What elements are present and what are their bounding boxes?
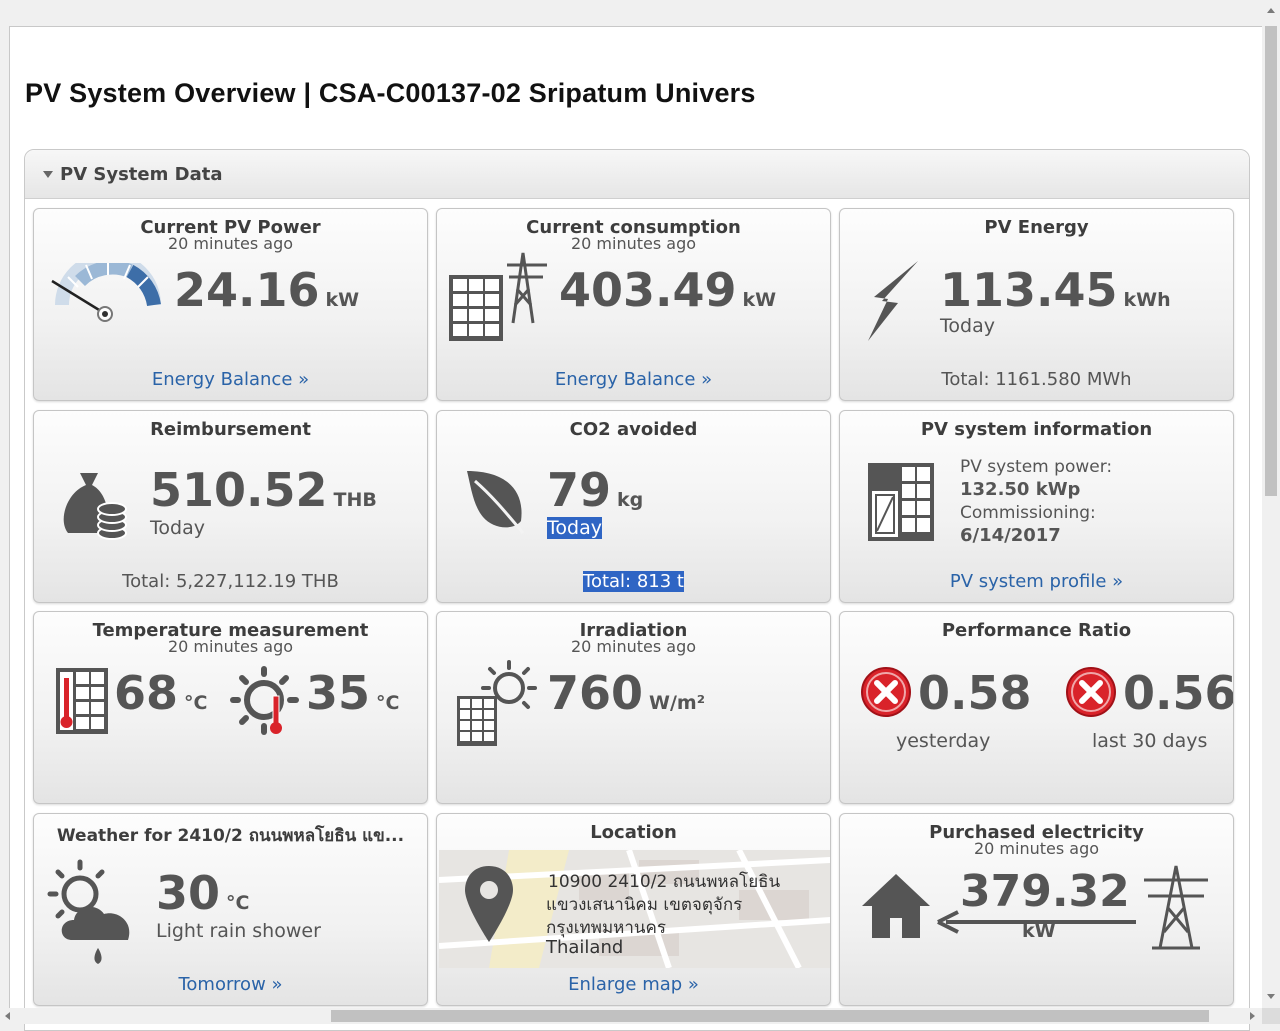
pr-month-label: last 30 days [1092,730,1208,752]
pv-energy-value: 113.45 kWh [940,263,1171,317]
location-address-line4: Thailand [546,937,624,958]
weather-rain-icon [47,859,130,964]
tile-reimbursement: Reimbursement 510.52 THB Today Total: 5,2… [33,410,428,603]
tile-title: Current consumption [526,217,741,238]
pv-energy-period: Today [940,315,995,337]
pv-system-profile-link[interactable]: PV system profile » [949,571,1124,592]
ambient-temperature-sun-icon [230,666,299,735]
tile-title: Weather for 2410/2 ถนนพหลโยธิน แข... [56,826,405,846]
location-address-line1: 10900 2410/2 ถนนพหลโยธิน [548,872,781,892]
scroll-left-arrow-icon[interactable] [5,1012,10,1020]
tile-pv-energy: PV Energy 113.45 kWh Today Total: 1161.58… [839,208,1234,401]
solar-inverter-icon [868,463,934,541]
tile-pv-system-information: PV system information PV system power: 1… [839,410,1234,603]
enlarge-map-link[interactable]: Enlarge map » [568,974,699,995]
tile-timestamp: 20 minutes ago [167,234,294,253]
irradiation-value: 760 W/m² [547,666,706,720]
vertical-scrollbar[interactable] [1262,0,1280,1008]
weather-description: Light rain shower [156,920,321,942]
horizontal-scrollbar[interactable] [0,1008,1262,1024]
arrow-left-icon [937,910,1136,934]
co2-value: 79 kg [547,463,644,517]
pv-power-value: 24.16 kW [174,263,360,317]
tile-current-pv-power: Current PV Power 20 minutes ago 24.16 kW … [33,208,428,401]
tile-title: PV Energy [984,217,1089,238]
error-x-icon [1066,667,1116,717]
collapse-triangle-icon[interactable] [43,170,53,178]
co2-period: Today [547,517,602,539]
tile-title: Current PV Power [140,217,321,238]
tile-current-consumption: Current consumption 20 minutes ago 403.4… [436,208,831,401]
location-address-line2: แขวงเสนานิคม เขตจตุจักร [546,895,743,915]
tile-title: CO2 avoided [569,419,698,440]
tile-timestamp: 20 minutes ago [570,637,697,656]
leaf-icon [467,471,525,534]
tile-weather: Weather for 2410/2 ถนนพหลโยธิน แข... 30 °… [33,813,428,1006]
tile-timestamp: 20 minutes ago [570,234,697,253]
tile-title: Reimbursement [150,419,311,440]
module-temperature-icon [56,668,108,734]
scroll-up-arrow-icon[interactable] [1267,8,1275,13]
location-address-line3: กรุงเทพมหานคร [546,918,667,938]
tile-co2-avoided: CO2 avoided 79 kg Today Total: 813 t [436,410,831,603]
tile-irradiation: Irradiation 20 minutes ago 760 W/m² [436,611,831,804]
purchased-unit: kW [1022,920,1056,942]
pr-month-value: 0.56 [1123,666,1234,720]
weather-temp-value: 30 °C [156,866,250,920]
power-pylon-icon [1144,865,1208,950]
reimbursement-value: 510.52 THB [150,463,377,517]
info-commission-label: Commissioning: [960,503,1096,523]
lightning-bolt-icon [868,261,918,341]
tomorrow-link[interactable]: Tomorrow » [178,974,283,995]
scroll-right-arrow-icon[interactable] [1250,1012,1255,1020]
vertical-scroll-thumb[interactable] [1265,26,1277,496]
tile-title: Temperature measurement [92,620,369,641]
tile-title: Purchased electricity [929,822,1144,843]
info-power-label: PV system power: [960,457,1113,477]
info-power-value: 132.50 kWp [960,479,1081,500]
reimbursement-total: Total: 5,227,112.19 THB [122,571,339,592]
module-temperature-value: 68 °C [114,666,208,720]
tile-temperature-measurement: Temperature measurement 20 minutes ago 6… [33,611,428,804]
solar-panel-pylon-icon [449,252,547,341]
energy-balance-link-2[interactable]: Energy Balance » [554,369,713,390]
tile-purchased-electricity: Purchased electricity 20 minutes ago 379… [839,813,1234,1006]
consumption-value: 403.49 kW [559,263,777,317]
money-bag-coins-icon [63,473,127,540]
horizontal-scroll-thumb[interactable] [331,1010,1209,1022]
co2-total: Total: 813 t [583,571,684,592]
tile-timestamp: 20 minutes ago [973,839,1100,858]
gauge-icon [51,263,161,322]
reimbursement-period: Today [150,517,205,539]
pr-yesterday-value: 0.58 [918,666,1032,720]
pv-energy-total: Total: 1161.580 MWh [941,369,1132,390]
ambient-temperature-value: 35 °C [306,666,400,720]
house-icon [862,874,930,938]
irradiation-sun-panel-icon [457,660,537,746]
purchased-value: 379.32 [960,866,1130,917]
scrollbar-corner [1262,1008,1280,1024]
location-map[interactable] [439,850,831,968]
page-title: PV System Overview | CSA-C00137-02 Sripa… [25,78,756,108]
tile-title: Location [590,822,677,843]
energy-balance-link[interactable]: Energy Balance » [151,369,310,390]
tile-location: Location 10900 2410/2 ถนนพหลโยธิน แขวงเส… [436,813,831,1006]
tile-title: Irradiation [579,620,688,641]
info-commission-value: 6/14/2017 [960,525,1061,546]
panel-header[interactable]: PV System Data [25,150,1249,199]
tile-timestamp: 20 minutes ago [167,637,294,656]
tile-title: PV system information [920,419,1153,440]
scroll-down-arrow-icon[interactable] [1267,994,1275,999]
tile-performance-ratio: Performance Ratio 0.58 yesterday 0.56 la… [839,611,1234,804]
pr-yesterday-label: yesterday [896,730,991,752]
panel-title: PV System Data [60,163,223,185]
tile-title: Performance Ratio [941,620,1132,641]
error-x-icon [861,667,911,717]
